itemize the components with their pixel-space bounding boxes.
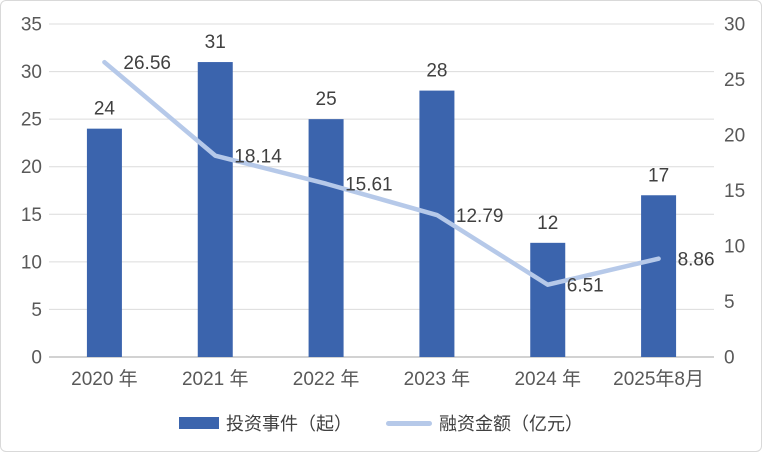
svg-text:26.56: 26.56 <box>123 53 171 74</box>
svg-text:20: 20 <box>724 126 745 147</box>
line-series-swatch-icon <box>386 420 432 426</box>
svg-text:15.61: 15.61 <box>345 175 393 196</box>
svg-text:15: 15 <box>724 181 745 202</box>
svg-text:10: 10 <box>21 252 42 273</box>
svg-text:5: 5 <box>724 292 735 313</box>
svg-text:2022 年: 2022 年 <box>293 368 360 390</box>
svg-text:30: 30 <box>21 62 42 83</box>
legend-label-line-series: 融资金额（亿元） <box>439 414 583 434</box>
svg-text:31: 31 <box>205 32 226 53</box>
svg-text:30: 30 <box>724 15 745 36</box>
svg-text:8.86: 8.86 <box>678 250 715 271</box>
svg-text:25: 25 <box>316 89 337 110</box>
svg-text:6.51: 6.51 <box>567 276 604 297</box>
svg-text:15: 15 <box>21 205 42 226</box>
svg-text:10: 10 <box>724 237 745 258</box>
svg-text:35: 35 <box>21 15 42 36</box>
svg-text:0: 0 <box>31 348 42 369</box>
svg-text:5: 5 <box>31 300 42 321</box>
svg-text:12: 12 <box>537 213 558 234</box>
svg-text:20: 20 <box>21 157 42 178</box>
svg-text:0: 0 <box>724 348 735 369</box>
svg-text:18.14: 18.14 <box>234 147 282 168</box>
svg-text:2023 年: 2023 年 <box>404 368 471 390</box>
svg-text:2024 年: 2024 年 <box>514 368 581 390</box>
svg-text:25: 25 <box>21 110 42 131</box>
svg-text:2020 年: 2020 年 <box>71 368 138 390</box>
svg-text:24: 24 <box>94 99 116 120</box>
bar-series-swatch-icon <box>179 417 219 429</box>
svg-text:17: 17 <box>648 165 669 186</box>
svg-text:25: 25 <box>724 70 745 91</box>
svg-text:2021 年: 2021 年 <box>182 368 249 390</box>
svg-text:12.79: 12.79 <box>456 206 504 227</box>
legend-label-bar-series: 投资事件（起） <box>226 414 352 434</box>
svg-text:28: 28 <box>426 61 447 82</box>
svg-text:2025年8月: 2025年8月 <box>613 368 704 390</box>
legend: 投资事件（起） 融资金额（亿元） <box>179 409 583 437</box>
